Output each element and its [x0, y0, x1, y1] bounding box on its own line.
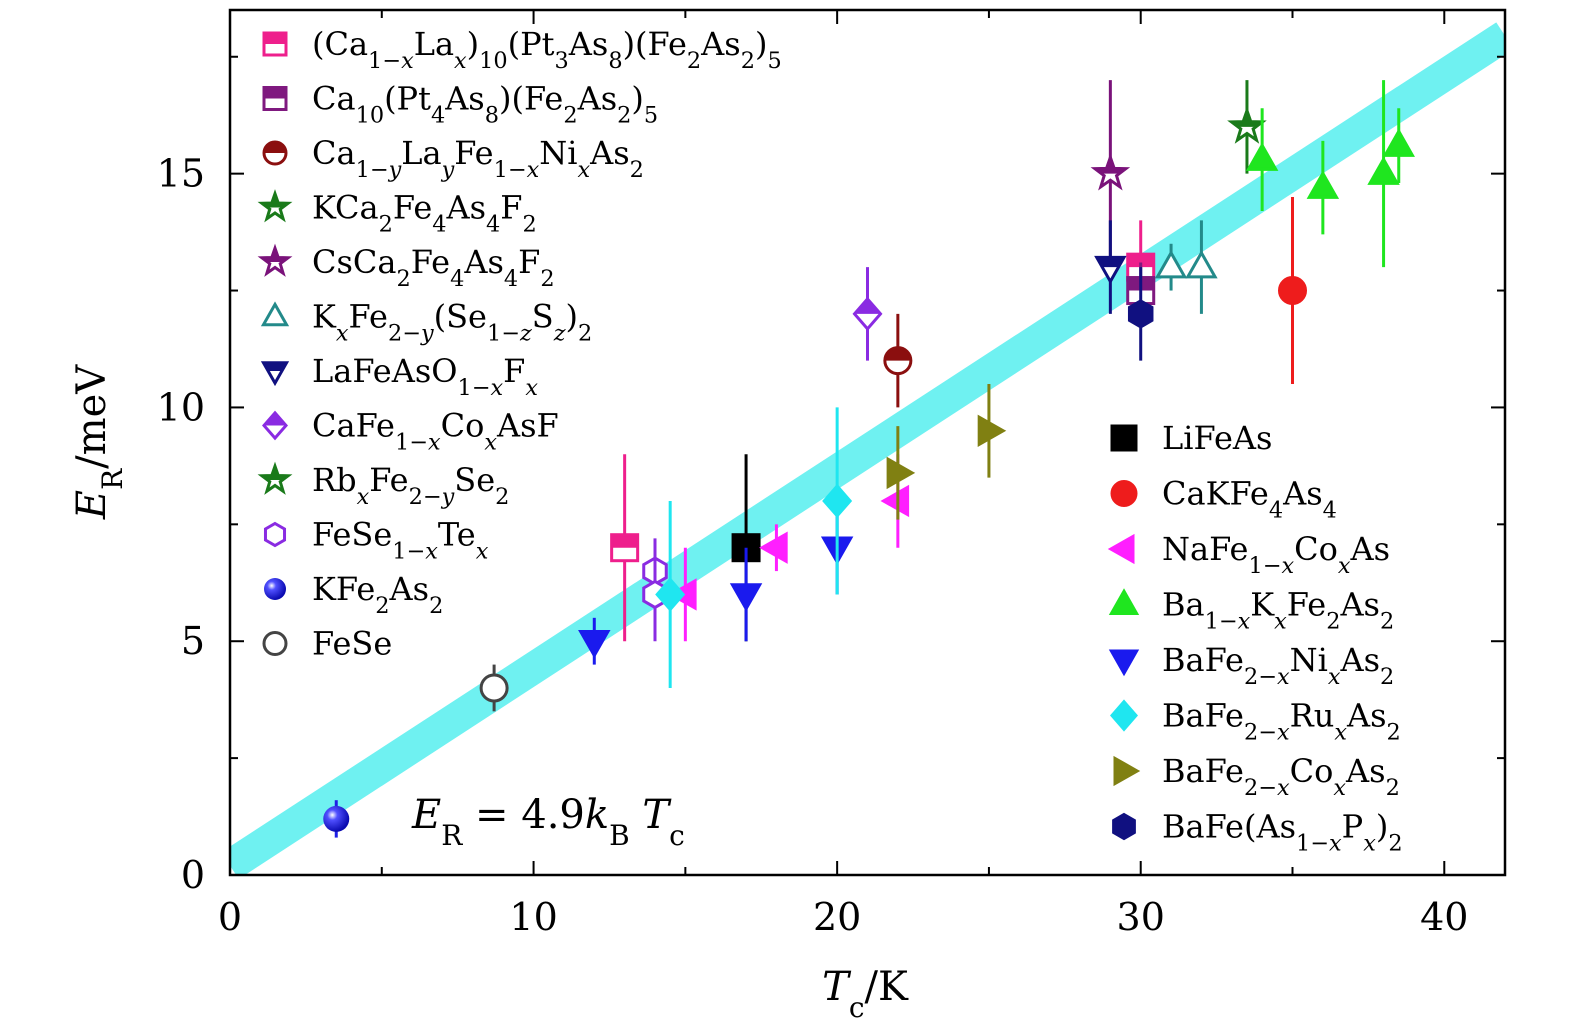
- data-point: [1278, 197, 1307, 385]
- series-kfe2as2: [323, 800, 350, 838]
- fit-line: [230, 22, 1505, 875]
- x-tick-label: 10: [509, 895, 557, 939]
- legend-item-kxfe2-y-se1-zsz-2: KxFe2−y(Se1−zSz)2: [260, 298, 592, 347]
- data-point: [1227, 80, 1267, 174]
- legend-label: KxFe2−y(Se1−zSz)2: [312, 298, 592, 347]
- legend-label: CaKFe4As4: [1162, 475, 1337, 524]
- data-point: [886, 426, 916, 520]
- legend-item-ca1-ylayfe1-xnixas2: Ca1−yLayFe1−xNixAs2: [262, 134, 644, 183]
- data-point: [1306, 140, 1340, 235]
- data-point: [822, 407, 853, 595]
- x-tick-label: 0: [218, 895, 242, 939]
- legend-label: BaFe2−xCoxAs2: [1162, 752, 1400, 801]
- y-tick-label: 0: [181, 853, 205, 897]
- x-tick-label: 40: [1420, 895, 1468, 939]
- series-cakfe4as4: [1278, 197, 1307, 385]
- legend-label: Ca1−yLayFe1−xNixAs2: [312, 134, 644, 183]
- series-bafe2-xcoxas2: [886, 384, 1007, 520]
- data-point: [1185, 220, 1218, 314]
- legend-label: KFe2As2: [312, 570, 443, 619]
- legend-label: BaFe2−xNixAs2: [1162, 641, 1394, 690]
- legend-item-lifeas: LiFeAs: [1110, 419, 1272, 457]
- legend-label: FeSe: [312, 625, 392, 663]
- legend-label: CsCa2Fe4As4F2: [312, 243, 555, 292]
- data-point: [578, 617, 611, 665]
- series-fese: [479, 664, 509, 712]
- plot-frame: [228, 8, 1507, 877]
- legend-item-bafe2-xnixas2: BaFe2−xNixAs2: [1108, 641, 1394, 690]
- legend-item-bafe2-xcoxas2: BaFe2−xCoxAs2: [1113, 752, 1400, 801]
- series-kxfe2-y-se1-zsz-2: [1154, 220, 1218, 314]
- data-point: [1245, 108, 1279, 212]
- legend-item-cafe1-xcoxasf: CaFe1−xCoxAsF: [262, 407, 559, 456]
- legend-item-ba1-xkxfe2as2: Ba1−xKxFe2As2: [1108, 586, 1394, 635]
- y-tick-label: 15: [157, 152, 205, 196]
- x-tick-label: 20: [813, 895, 861, 939]
- data-point: [1154, 243, 1188, 291]
- x-tick-label: 30: [1117, 895, 1165, 939]
- legend-left: (Ca1−xLax)10(Pt3As8)(Fe2As2)5 Ca10(Pt4As8…: [257, 25, 782, 663]
- legend-item-rbxfe2-yse2: RbxFe2−ySe2: [257, 461, 509, 510]
- data-point: [323, 800, 350, 838]
- data-point: [852, 267, 883, 361]
- legend-right: LiFeAs CaKFe4As4 NaFe1−xCoxAs Ba1−xKxFe2As2…: [1107, 419, 1403, 857]
- legend-label: BaFe(As1−xPx)2: [1162, 808, 1403, 857]
- series-ba1-xkxfe2as2: [1245, 80, 1415, 268]
- series-ca1-ylayfe1-xnixas2: [883, 313, 913, 408]
- legend-label: (Ca1−xLax)10(Pt3As8)(Fe2As2)5: [312, 25, 782, 74]
- legend-item-cakfe4as4: CaKFe4As4: [1110, 475, 1337, 524]
- legend-label: Ba1−xKxFe2As2: [1162, 586, 1394, 635]
- axis-ticks: 0 10 20 30 40 0 5 10 15: [157, 10, 1505, 939]
- axis-labels: Tc/K ER/meV ER = 4.9kB Tc: [69, 364, 909, 1024]
- fit-line-layer: [230, 22, 1505, 875]
- y-tick-label: 10: [157, 385, 205, 429]
- legend-label: FeSe1−xTex: [312, 516, 489, 565]
- legend-label: KCa2Fe4As4F2: [312, 189, 537, 238]
- data-point: [729, 547, 763, 642]
- series-ca1-xlax-10-pt3as8-fe2as2-5: [610, 220, 1156, 642]
- legend-label: CaFe1−xCoxAsF: [312, 407, 559, 456]
- data-point: [1127, 267, 1154, 361]
- series-bafe2-xnixas2: [578, 500, 854, 665]
- series-bafe2-xruxas2: [655, 407, 853, 688]
- legend-item-csca2fe4as4f2: CsCa2Fe4As4F2: [257, 243, 555, 292]
- data-points-layer: [323, 80, 1415, 838]
- series-kca2fe4as4f2: [1227, 80, 1267, 174]
- data-point: [610, 454, 640, 642]
- legend-label: LiFeAs: [1162, 419, 1272, 457]
- series-lafeaso1-xfx: [1094, 220, 1127, 314]
- legend-item-kfe2as2: KFe2As2: [264, 570, 443, 619]
- y-axis-title: ER/meV: [69, 364, 129, 520]
- legend-item-ca10-pt4as8-fe2as2-5: Ca10(Pt4As8)(Fe2As2)5: [262, 80, 658, 129]
- legend-item-bafe-as1-xpx-2: BaFe(As1−xPx)2: [1112, 808, 1403, 857]
- x-axis-title: Tc/K: [822, 964, 909, 1024]
- legend-item-fese: FeSe: [262, 625, 392, 663]
- y-tick-label: 5: [181, 619, 205, 663]
- legend-label: LaFeAsO1−xFx: [312, 352, 538, 401]
- data-point: [883, 313, 913, 408]
- legend-item-kca2fe4as4f2: KCa2Fe4As4F2: [257, 189, 537, 238]
- series-bafe-as1-xpx-2: [1127, 267, 1154, 361]
- legend-label: BaFe2−xRuxAs2: [1162, 697, 1401, 746]
- fit-equation: ER = 4.9kB Tc: [411, 792, 685, 852]
- legend-item-lafeaso1-xfx: LaFeAsO1−xFx: [260, 352, 538, 401]
- legend-label: RbxFe2−ySe2: [312, 461, 509, 510]
- legend-label: NaFe1−xCoxAs: [1162, 530, 1390, 579]
- legend-item-bafe2-xruxas2: BaFe2−xRuxAs2: [1110, 697, 1401, 746]
- legend-item-nafe1-xcoxas: NaFe1−xCoxAs: [1107, 530, 1390, 579]
- data-point: [479, 664, 509, 712]
- data-point: [655, 500, 686, 688]
- data-point: [977, 384, 1007, 478]
- legend-label: Ca10(Pt4As8)(Fe2As2)5: [312, 80, 658, 129]
- series-cafe1-xcoxasf: [852, 267, 883, 361]
- legend-item-ca1-xlax-10-pt3as8-fe2as2-5: (Ca1−xLax)10(Pt3As8)(Fe2As2)5: [262, 25, 782, 74]
- data-point: [1382, 108, 1415, 183]
- data-point: [1094, 220, 1127, 314]
- data-point: [759, 524, 788, 572]
- legend-item-fese1-xtex: FeSe1−xTex: [263, 516, 489, 565]
- data-point: [1367, 80, 1400, 268]
